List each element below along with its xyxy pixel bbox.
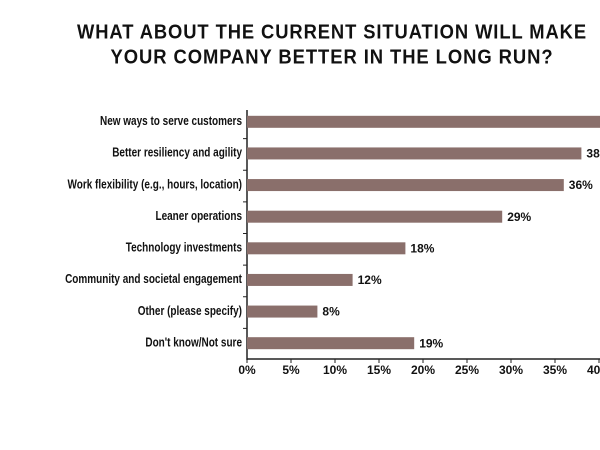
bar (247, 115, 600, 128)
y-tick-label: Better resiliency and agility (112, 147, 242, 160)
value-label: 38% (586, 147, 600, 161)
bar (247, 305, 318, 318)
x-tick-label: 0% (238, 363, 256, 377)
y-tick-label: Work flexibility (e.g., hours, location) (68, 178, 243, 191)
x-tick-label: 10% (323, 363, 347, 377)
x-tick-label: 30% (499, 363, 523, 377)
value-label: 19% (419, 336, 443, 350)
y-tick-label: Leaner operations (155, 210, 242, 223)
chart-title: WHAT ABOUT THE CURRENT SITUATION WILL MA… (77, 21, 587, 43)
value-label: 8% (322, 305, 340, 319)
y-tick-label: Technology investments (126, 242, 242, 255)
value-label: 12% (358, 273, 382, 287)
bar (247, 147, 582, 160)
x-tick-label: 35% (543, 363, 567, 377)
y-tick-label: New ways to serve customers (100, 115, 242, 128)
x-tick-label: 25% (455, 363, 479, 377)
value-label: 29% (507, 210, 531, 224)
value-label: 18% (410, 241, 434, 255)
bar (247, 210, 503, 223)
value-label: 36% (569, 178, 593, 192)
x-tick-label: 40% (587, 363, 600, 377)
x-tick-label: 5% (282, 363, 300, 377)
bar (247, 337, 415, 350)
y-tick-label: Community and societal engagement (65, 273, 242, 286)
x-tick-label: 15% (367, 363, 391, 377)
chart-title: YOUR COMPANY BETTER IN THE LONG RUN? (111, 46, 554, 68)
bar (247, 179, 564, 192)
y-tick-label: Don't know/Not sure (145, 337, 242, 350)
bar (247, 242, 406, 255)
y-tick-label: Other (please specify) (138, 305, 242, 318)
bar (247, 273, 353, 286)
x-tick-label: 20% (411, 363, 435, 377)
